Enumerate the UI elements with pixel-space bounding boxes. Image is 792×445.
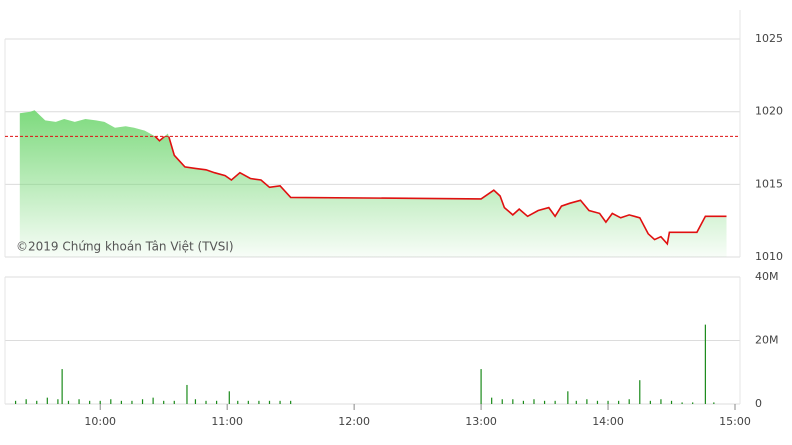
volume-bar xyxy=(290,400,292,404)
x-tick-label: 11:00 xyxy=(211,415,243,428)
volume-bar xyxy=(173,400,175,404)
y-tick-label: 1010 xyxy=(755,250,783,263)
volume-bar xyxy=(639,380,641,404)
volume-bar xyxy=(78,399,80,404)
x-tick-label: 10:00 xyxy=(84,415,116,428)
x-tick-label: 15:00 xyxy=(719,415,751,428)
x-tick-label: 12:00 xyxy=(338,415,370,428)
volume-bar xyxy=(586,399,588,404)
y-tick-label: 1015 xyxy=(755,177,783,190)
y-tick-label: 40M xyxy=(755,270,779,283)
volume-bar xyxy=(215,400,218,404)
volume-bar xyxy=(554,400,556,404)
volume-bar xyxy=(131,400,133,404)
volume-bar xyxy=(14,400,17,404)
volume-bar xyxy=(607,400,609,404)
volume-bar xyxy=(596,400,599,404)
volume-bar xyxy=(61,369,63,404)
volume-bar xyxy=(268,400,271,404)
volume-bar xyxy=(141,399,144,404)
volume-bar xyxy=(279,400,281,404)
volume-bar xyxy=(89,400,91,404)
volume-bar xyxy=(628,399,630,404)
volume-bar xyxy=(205,400,207,404)
volume-bar xyxy=(704,324,706,404)
volume-bar xyxy=(533,399,535,404)
volume-bar xyxy=(543,400,546,404)
volume-bar xyxy=(713,402,715,404)
volume-bar xyxy=(258,400,260,404)
y-tick-label: 20M xyxy=(755,334,779,347)
y-tick-label: 1025 xyxy=(755,32,783,45)
x-tick-label: 13:00 xyxy=(465,415,497,428)
volume-bar xyxy=(649,400,651,404)
volume-bar xyxy=(512,399,514,404)
volume-bar xyxy=(36,400,38,404)
x-tick-label: 14:00 xyxy=(592,415,624,428)
volume-bar xyxy=(194,399,197,404)
y-tick-label: 0 xyxy=(755,397,762,410)
volume-bar xyxy=(99,400,101,404)
volume-bar xyxy=(660,399,662,404)
volume-bar xyxy=(491,397,493,404)
volume-bar xyxy=(186,384,188,404)
volume-bar xyxy=(152,397,154,404)
volume-bar xyxy=(670,400,673,404)
volume-bar xyxy=(25,399,27,404)
volume-bar xyxy=(110,399,112,404)
volume-bar xyxy=(163,400,165,404)
volume-bar xyxy=(67,400,70,404)
volume-bar xyxy=(567,391,569,404)
area xyxy=(19,110,727,257)
volume-bar xyxy=(247,400,249,404)
volume-bar xyxy=(618,400,620,404)
volume-bar xyxy=(120,400,122,404)
y-tick-label: 1020 xyxy=(755,105,783,118)
watermark: ©2019 Chứng khoán Tân Việt (TVSI) xyxy=(16,240,234,254)
volume-bar xyxy=(681,402,683,404)
volume-bar xyxy=(480,369,482,404)
volume-bar xyxy=(46,397,48,404)
volume-bar xyxy=(692,402,694,404)
price-line xyxy=(153,136,727,246)
volume-bar xyxy=(228,391,230,404)
volume-bar xyxy=(501,399,503,404)
volume-bar xyxy=(575,400,577,404)
volume-bar xyxy=(237,400,239,404)
volume-bar xyxy=(522,400,525,404)
volume-bar xyxy=(57,399,59,404)
